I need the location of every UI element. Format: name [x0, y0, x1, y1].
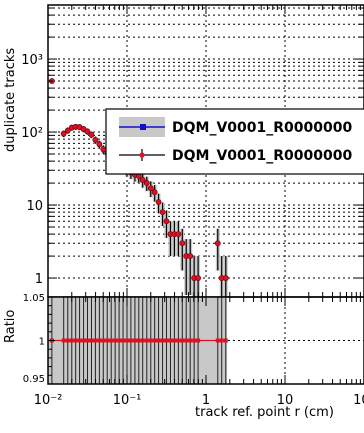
- data-point: [163, 218, 170, 225]
- legend-point-marker: [139, 152, 145, 158]
- ratio-point: [97, 338, 102, 343]
- data-point: [187, 253, 194, 259]
- ratio-point: [144, 338, 149, 343]
- data-point: [139, 177, 146, 183]
- y-tick-label: 1: [35, 272, 43, 287]
- ratio-point: [136, 338, 141, 343]
- x-axis-label: track ref. point r (cm): [195, 405, 334, 420]
- ratio-y-tick-label: 1.05: [23, 293, 45, 304]
- ratio-point: [172, 338, 177, 343]
- ratio-point: [121, 338, 126, 343]
- ratio-point: [188, 338, 193, 343]
- data-point: [96, 141, 103, 148]
- ratio-y-tick-label: 1: [39, 337, 45, 348]
- ratio-point: [81, 338, 86, 343]
- ratio-point: [168, 338, 173, 343]
- legend-band-marker: [140, 124, 146, 130]
- data-point: [84, 128, 91, 135]
- ratio-point: [192, 338, 197, 343]
- ratio-point: [69, 338, 74, 343]
- data-point: [88, 131, 95, 138]
- top-y-axis-label: duplicate tracks: [3, 48, 18, 152]
- data-point: [64, 127, 71, 134]
- ratio-point: [117, 338, 122, 343]
- ratio-point: [85, 338, 90, 343]
- ratio-point: [215, 338, 220, 343]
- y-tick-label: 10: [26, 199, 43, 214]
- ratio-point: [160, 338, 165, 343]
- ratio-point: [152, 338, 157, 343]
- x-tick-label: 10²: [353, 393, 364, 408]
- data-point: [222, 275, 229, 281]
- legend-entry-1: DQM_V0001_R0000000: [172, 120, 352, 136]
- ratio-point: [148, 338, 153, 343]
- ratio-panel-ticks: 0.95 1 1.05 10⁻² 10⁻¹ 1 10 10²: [23, 293, 364, 408]
- data-point: [179, 240, 186, 247]
- ratio-point: [61, 338, 66, 343]
- ratio-point: [73, 338, 78, 343]
- ratio-point: [219, 338, 224, 343]
- ratio-y-tick-label: 0.95: [23, 374, 45, 385]
- ratio-point: [101, 338, 106, 343]
- ratio-y-axis-label: Ratio: [3, 310, 18, 343]
- ratio-point: [105, 338, 110, 343]
- ratio-point: [156, 338, 161, 343]
- data-point: [214, 240, 221, 247]
- x-tick-label: 10: [277, 393, 294, 408]
- ratio-point: [93, 338, 98, 343]
- ratio-point: [180, 338, 185, 343]
- ratio-point: [109, 338, 114, 343]
- data-point: [175, 231, 182, 237]
- data-point: [92, 137, 99, 143]
- x-tick-label: 1: [202, 393, 210, 408]
- legend-entry-2: DQM_V0001_R0000000: [172, 148, 352, 164]
- x-tick-label: 10⁻¹: [113, 393, 142, 408]
- legend: DQM_V0001_R0000000 DQM_V0001_R0000000: [105, 108, 364, 175]
- ratio-point: [223, 338, 228, 343]
- ratio-point: [184, 338, 189, 343]
- ratio-point: [125, 338, 129, 343]
- ratio-point: [164, 338, 169, 343]
- y-tick-label: 10²: [21, 126, 43, 141]
- ratio-point: [65, 338, 70, 343]
- ratio-point: [140, 338, 145, 343]
- data-point: [143, 180, 150, 186]
- ratio-point: [176, 338, 181, 343]
- ratio-point: [89, 338, 94, 343]
- data-point: [147, 185, 154, 192]
- ratio-point: [132, 338, 137, 343]
- data-point: [195, 275, 201, 281]
- data-point: [159, 209, 166, 216]
- y-tick-label: 10³: [21, 53, 43, 68]
- ratio-point: [128, 338, 133, 343]
- data-point: [60, 130, 67, 137]
- x-tick-label: 10⁻²: [34, 393, 63, 408]
- ratio-point: [77, 338, 82, 343]
- data-point: [155, 199, 162, 205]
- data-point: [151, 189, 158, 196]
- top-panel-ticks: 1 10 10² 10³: [21, 5, 364, 297]
- ratio-point: [196, 338, 201, 343]
- ratio-point: [113, 338, 118, 343]
